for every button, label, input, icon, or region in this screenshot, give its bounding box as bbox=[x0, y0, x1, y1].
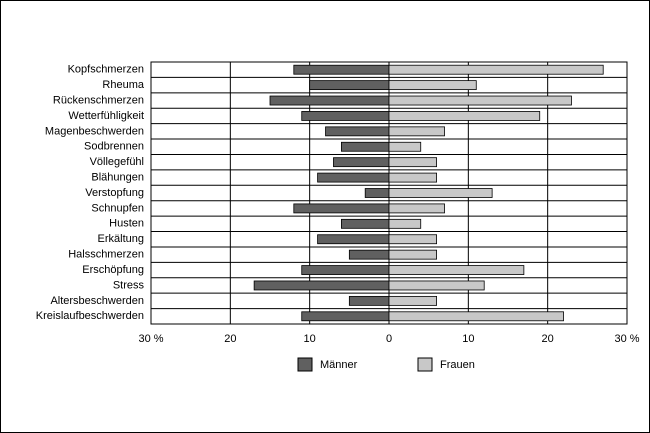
legend-label: Männer bbox=[320, 359, 358, 371]
y-tick-label: Stress bbox=[113, 279, 145, 291]
y-tick-label: Halsschmerzen bbox=[68, 249, 144, 261]
bar bbox=[388, 141, 422, 152]
bar bbox=[388, 203, 445, 214]
y-tick-label: Völlegefühl bbox=[90, 156, 144, 168]
y-tick-label: Erkältung bbox=[98, 233, 144, 245]
bar bbox=[388, 218, 422, 229]
bar bbox=[388, 172, 437, 183]
x-tick-label: 10 bbox=[462, 333, 474, 345]
y-tick-label: Husten bbox=[109, 218, 144, 230]
bar bbox=[388, 64, 604, 75]
bar bbox=[340, 218, 390, 229]
bar bbox=[309, 80, 390, 91]
bar bbox=[388, 80, 477, 91]
x-tick-label: 10 bbox=[304, 333, 316, 345]
bar bbox=[317, 172, 390, 183]
bar bbox=[388, 157, 437, 168]
legend-swatch bbox=[417, 357, 433, 372]
y-tick-label: Blähungen bbox=[91, 171, 144, 183]
bar bbox=[253, 280, 390, 291]
bar bbox=[333, 157, 390, 168]
bar bbox=[388, 249, 437, 260]
bar bbox=[293, 64, 390, 75]
bar bbox=[388, 95, 572, 106]
bar bbox=[388, 126, 445, 137]
y-tick-label: Kreislaufbeschwerden bbox=[36, 310, 144, 322]
y-tick-label: Erschöpfung bbox=[82, 264, 144, 276]
y-tick-label: Rheuma bbox=[102, 79, 144, 91]
legend-label: Frauen bbox=[440, 359, 475, 371]
bar bbox=[388, 111, 541, 121]
bar bbox=[269, 95, 390, 106]
y-tick-label: Magenbeschwerden bbox=[45, 125, 144, 137]
bar bbox=[364, 188, 390, 198]
x-tick-label: 20 bbox=[224, 333, 236, 345]
y-tick-label: Sodbrennen bbox=[84, 141, 144, 153]
bar bbox=[301, 311, 390, 322]
bar bbox=[388, 311, 564, 322]
x-tick-label: 20 bbox=[542, 333, 554, 345]
bar bbox=[388, 295, 437, 306]
bar bbox=[388, 280, 485, 291]
legend-swatch bbox=[297, 357, 313, 372]
x-tick-label: 0 bbox=[386, 333, 392, 345]
y-tick-label: Wetterfühligkeit bbox=[68, 110, 144, 122]
bar bbox=[325, 126, 390, 137]
x-tick-label: 30 % bbox=[138, 333, 163, 345]
y-tick-label: Rückenschmerzen bbox=[53, 94, 144, 106]
plot-frame bbox=[150, 61, 628, 325]
bar bbox=[388, 265, 525, 275]
bar bbox=[301, 111, 390, 121]
y-tick-label: Altersbeschwerden bbox=[50, 295, 144, 307]
y-tick-label: Verstopfung bbox=[85, 187, 144, 199]
bar bbox=[388, 234, 437, 245]
bar bbox=[340, 141, 390, 152]
bar bbox=[388, 188, 493, 198]
bar bbox=[293, 203, 390, 214]
bar bbox=[348, 249, 390, 260]
x-tick-label: 30 % bbox=[614, 333, 639, 345]
bar bbox=[317, 234, 390, 245]
y-tick-label: Kopfschmerzen bbox=[68, 64, 144, 76]
y-tick-label: Schnupfen bbox=[91, 202, 144, 214]
bar bbox=[348, 295, 390, 306]
bar bbox=[301, 265, 390, 275]
